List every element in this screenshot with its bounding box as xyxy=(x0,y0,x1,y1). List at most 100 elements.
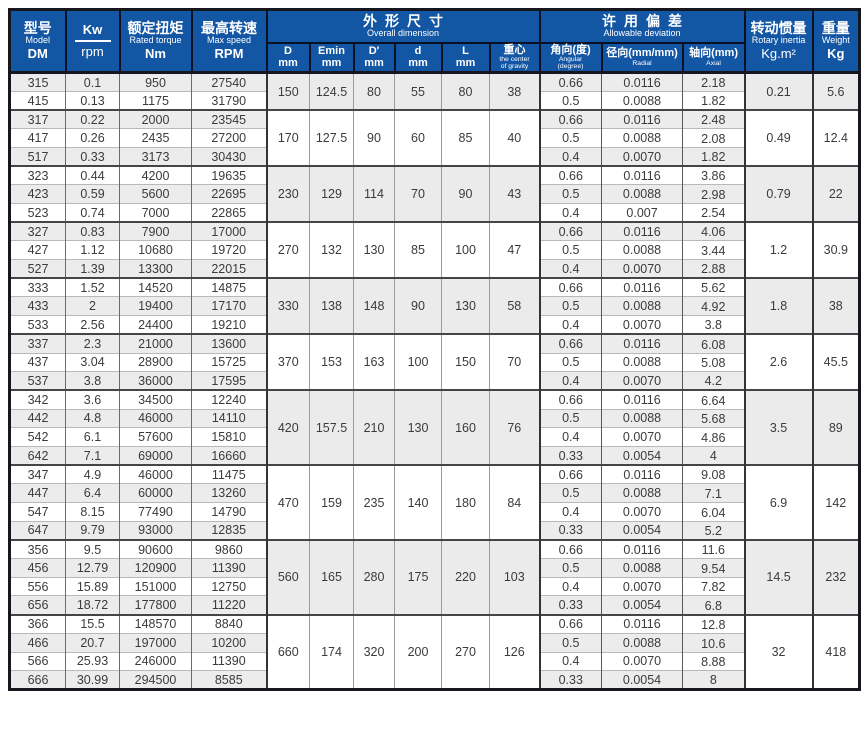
dim-L-cell: 100 xyxy=(441,221,490,279)
emin-unit: mm xyxy=(321,57,342,70)
axial-cell: 4.92 xyxy=(682,296,745,316)
torque-cell: 246000 xyxy=(119,651,192,671)
model-cell: 423 xyxy=(9,184,66,204)
axial-cell: 6.64 xyxy=(682,389,745,410)
dim-gravity-cell: 126 xyxy=(488,613,540,690)
dim-Dprime-cell: 280 xyxy=(353,538,395,615)
table-row: 666 30.99 294500 8585 0.33 0.0054 8 xyxy=(9,670,860,690)
weight-cell: 30.9 xyxy=(811,221,860,279)
dim-d-cell: 100 xyxy=(394,333,442,391)
angular-cell: 0.33 xyxy=(538,595,602,615)
model-cell: 556 xyxy=(9,576,66,596)
axial-cell: 4.2 xyxy=(682,371,745,391)
col-header-axial: 轴向(mm) Axial xyxy=(681,41,745,73)
kw-cell: 2.3 xyxy=(65,333,120,354)
weight-cell: 232 xyxy=(811,538,860,615)
kw-cell: 3.04 xyxy=(65,352,120,372)
angular-label-en2: (degree) xyxy=(557,63,584,71)
table-row: 415 0.13 1175 31790 0.5 0.0088 1.82 xyxy=(9,90,860,111)
dim-gravity-cell: 76 xyxy=(488,389,540,466)
torque-cell: 2435 xyxy=(119,128,192,148)
radial-cell: 0.0088 xyxy=(601,408,683,428)
dim-Dprime-cell: 130 xyxy=(353,221,395,279)
kw-cell: 20.7 xyxy=(65,632,120,653)
dim-L-cell: 130 xyxy=(441,277,490,335)
inertia-cell: 6.9 xyxy=(743,464,813,540)
weight-unit: Kg xyxy=(827,45,845,61)
torque-cell: 950 xyxy=(119,71,192,92)
torque-cell: 46000 xyxy=(119,464,192,484)
model-cell: 517 xyxy=(9,146,66,167)
radial-cell: 0.0116 xyxy=(601,333,683,354)
dim-d-cell: 55 xyxy=(394,71,442,111)
axial-cell: 2.54 xyxy=(682,203,745,223)
col-header-L: L mm xyxy=(440,41,490,73)
kw-cell: 1.52 xyxy=(65,277,120,297)
torque-cell: 57600 xyxy=(119,427,192,447)
speed-cell: 27200 xyxy=(191,128,267,148)
model-cell: 466 xyxy=(9,632,66,653)
angular-cell: 0.4 xyxy=(538,427,602,447)
dprime-label: D′ xyxy=(368,45,380,58)
weight-cell: 89 xyxy=(811,389,860,466)
kw-cell: 6.1 xyxy=(65,427,120,447)
radial-cell: 0.0116 xyxy=(601,277,683,297)
radial-cell: 0.0070 xyxy=(601,259,683,279)
model-cell: 537 xyxy=(9,371,66,391)
angular-cell: 0.66 xyxy=(538,613,602,634)
dim-D-cell: 330 xyxy=(265,277,310,335)
model-cell: 415 xyxy=(9,90,66,111)
dim-D-cell: 470 xyxy=(265,464,310,540)
l-unit: mm xyxy=(455,57,476,70)
weight-header-zh: 重量 xyxy=(821,19,850,36)
torque-cell: 4200 xyxy=(119,165,192,185)
axial-cell: 3.86 xyxy=(682,165,745,185)
speed-cell: 14790 xyxy=(191,502,267,522)
weight-cell: 142 xyxy=(811,464,860,540)
dim-D-cell: 370 xyxy=(265,333,310,391)
axial-cell: 10.6 xyxy=(682,632,745,653)
kw-cell: 0.13 xyxy=(65,90,120,111)
axial-cell: 4 xyxy=(682,445,745,466)
speed-cell: 11390 xyxy=(191,651,267,671)
kw-cell: 15.5 xyxy=(65,613,120,634)
radial-cell: 0.0070 xyxy=(601,146,683,167)
radial-cell: 0.0054 xyxy=(601,670,683,690)
angular-cell: 0.5 xyxy=(538,352,602,372)
speed-cell: 9860 xyxy=(191,538,267,559)
table-row: 323 0.44 4200 19635 230 129 114 70 90 43 0.66 0.011… xyxy=(9,165,860,223)
angular-cell: 0.4 xyxy=(538,315,602,335)
torque-cell: 10680 xyxy=(119,240,192,260)
angular-cell: 0.4 xyxy=(538,203,602,223)
table-row: 427 1.12 10680 19720 0.5 0.0088 3.44 xyxy=(9,240,860,260)
dim-Emin-cell: 157.5 xyxy=(309,389,354,466)
radial-label-en: Radial xyxy=(632,59,652,67)
table-row: 647 9.79 93000 12835 0.33 0.0054 5.2 xyxy=(9,520,860,540)
axial-cell: 1.82 xyxy=(682,90,745,111)
torque-cell: 120900 xyxy=(119,558,192,578)
axial-label-en: Axial xyxy=(706,59,721,67)
l-label: L xyxy=(462,45,469,58)
radial-cell: 0.0116 xyxy=(601,464,683,484)
torque-cell: 34500 xyxy=(119,389,192,410)
angular-cell: 0.5 xyxy=(538,90,602,111)
dim-D-cell: 660 xyxy=(265,613,310,690)
dim-Emin-cell: 159 xyxy=(309,464,354,540)
kw-cell: 0.44 xyxy=(65,165,120,185)
inertia-cell: 0.21 xyxy=(743,71,813,111)
torque-cell: 28900 xyxy=(119,352,192,372)
dim-Emin-cell: 165 xyxy=(309,538,354,615)
radial-cell: 0.0088 xyxy=(601,632,683,653)
axial-cell: 7.1 xyxy=(682,483,745,503)
gravity-label-en1: the center xyxy=(499,55,530,63)
model-cell: 447 xyxy=(9,483,66,503)
speed-header-en: Max speed xyxy=(206,35,252,46)
kw-cell: 0.83 xyxy=(65,221,120,241)
speed-cell: 15725 xyxy=(191,352,267,372)
angular-cell: 0.66 xyxy=(538,71,602,92)
table-row: 527 1.39 13300 22015 0.4 0.0070 2.88 xyxy=(9,259,860,279)
speed-cell: 8840 xyxy=(191,613,267,634)
torque-cell: 77490 xyxy=(119,502,192,522)
dim-D-cell: 150 xyxy=(265,71,310,111)
kw-cell: 25.93 xyxy=(65,651,120,671)
